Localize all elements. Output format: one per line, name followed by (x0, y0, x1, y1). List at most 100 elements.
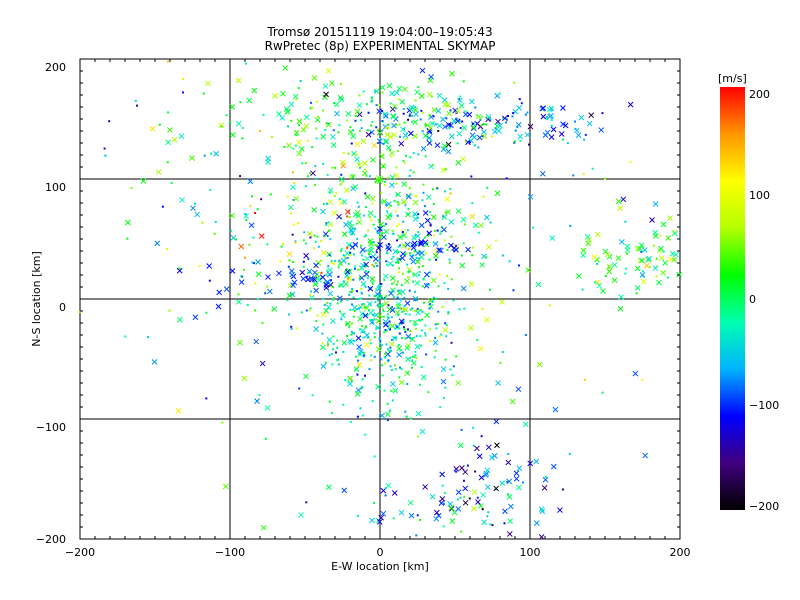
data-point-dot (360, 325, 363, 328)
data-point-dot (409, 156, 412, 159)
data-point-cross (215, 303, 222, 310)
data-point-dot (313, 184, 316, 187)
data-point-cross (476, 134, 483, 141)
data-point-dot (178, 267, 181, 270)
data-point-cross (386, 246, 392, 252)
data-point-dot (441, 306, 444, 309)
data-point-cross (206, 263, 213, 269)
data-point-dot (662, 250, 665, 253)
data-point-dot (413, 355, 416, 358)
data-point-dot (524, 113, 527, 116)
data-point-dot (295, 327, 298, 330)
data-point-dot (382, 310, 385, 313)
chart-title: Tromsø 20151119 19:04:00–19:05:43 (266, 25, 492, 39)
data-point-dot (389, 409, 392, 412)
data-point-dot (430, 95, 433, 98)
data-point-dot (659, 234, 662, 237)
data-point-dot (365, 249, 368, 252)
data-point-dot (464, 110, 467, 113)
data-point-dot (624, 272, 627, 275)
data-point-dot (410, 115, 413, 118)
data-point-cross (404, 241, 411, 248)
data-point-dot (166, 248, 169, 251)
data-point-dot (239, 101, 242, 104)
data-point-dot (294, 144, 297, 147)
data-point-dot (360, 292, 363, 295)
data-point-dot (421, 310, 424, 313)
data-point-dot (354, 114, 357, 117)
data-point-cross (412, 295, 419, 302)
data-point-cross (494, 190, 501, 197)
data-point-dot (400, 368, 403, 371)
data-point-dot (395, 325, 398, 328)
data-point-cross (296, 139, 302, 146)
data-point-cross (445, 141, 452, 148)
data-point-dot (168, 309, 171, 312)
data-point-cross (578, 114, 585, 121)
data-point-dot (315, 266, 318, 269)
data-point-dot (213, 232, 216, 235)
data-point-cross (399, 288, 406, 295)
data-point-dot (474, 106, 477, 109)
data-point-cross (376, 138, 383, 145)
data-point-cross (298, 146, 305, 152)
data-point-dot (358, 129, 361, 132)
data-point-cross (509, 398, 516, 405)
data-point-dot (432, 203, 435, 206)
data-points (79, 60, 683, 540)
data-point-dot (642, 270, 645, 273)
data-point-dot (395, 193, 398, 196)
data-point-dot (448, 127, 451, 130)
data-point-dot (421, 318, 424, 321)
data-point-cross (456, 130, 463, 137)
data-point-dot (305, 309, 308, 312)
data-point-dot (286, 195, 289, 198)
data-point-dot (378, 292, 381, 295)
data-point-cross (410, 244, 417, 251)
data-point-dot (370, 354, 373, 357)
data-point-dot (423, 204, 426, 207)
data-point-dot (409, 113, 412, 116)
data-point-dot (244, 213, 247, 216)
data-point-dot (355, 222, 358, 225)
data-point-dot (418, 257, 421, 260)
data-point-dot (402, 108, 405, 111)
data-point-dot (407, 276, 410, 279)
data-point-dot (358, 94, 361, 97)
data-point-cross (389, 323, 396, 329)
data-point-cross (292, 93, 299, 100)
data-point-cross (598, 127, 605, 133)
data-point-dot (409, 169, 412, 172)
data-point-cross (402, 306, 409, 313)
data-point-cross (367, 310, 374, 316)
data-point-dot (327, 229, 330, 232)
data-point-dot (458, 121, 461, 124)
data-point-dot (414, 354, 417, 357)
data-point-dot (383, 389, 386, 392)
data-point-dot (505, 118, 508, 121)
data-point-dot (460, 530, 463, 533)
data-point-dot (418, 270, 421, 273)
data-point-cross (475, 499, 481, 505)
data-point-dot (373, 295, 376, 298)
data-point-dot (328, 254, 331, 257)
data-point-cross (382, 321, 389, 328)
data-point-cross (640, 278, 647, 285)
data-point-dot (532, 226, 535, 229)
data-point-dot (442, 525, 445, 528)
data-point-dot (396, 214, 399, 217)
data-point-dot (194, 202, 197, 205)
data-point-dot (348, 293, 351, 296)
data-point-dot (450, 278, 453, 281)
data-point-dot (409, 251, 412, 254)
data-point-dot (360, 127, 363, 130)
data-point-dot (601, 391, 604, 394)
data-point-dot (434, 336, 437, 339)
data-point-cross (330, 318, 336, 324)
data-point-dot (262, 113, 265, 116)
data-point-dot (402, 320, 405, 323)
data-point-cross (539, 508, 546, 515)
data-point-dot (324, 128, 327, 131)
data-point-dot (337, 275, 340, 278)
